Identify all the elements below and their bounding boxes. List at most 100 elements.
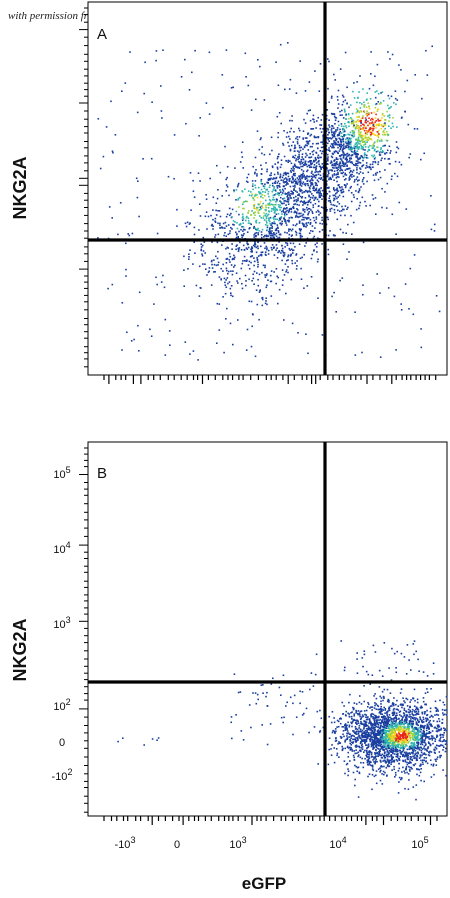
panel-a-event-point [277, 227, 279, 229]
panel-b-event-point [407, 723, 409, 725]
panel-b-event-point [444, 743, 447, 746]
panel-b-event-point [368, 719, 371, 722]
panel-a-event-point [255, 251, 258, 254]
panel-a-event-point [315, 170, 318, 173]
panel-b-event-point [392, 756, 394, 759]
panel-a-event-point [408, 308, 410, 310]
panel-b-event-point [416, 712, 419, 715]
panel-a-event-point [283, 155, 286, 158]
panel-a-event-point [372, 124, 375, 126]
panel-b-event-point [384, 746, 386, 748]
panel-a-event-point [133, 338, 135, 341]
panel-a-event-point [341, 149, 344, 152]
panel-a-event-point [265, 274, 268, 277]
panel-b-event-point [379, 748, 382, 750]
panel-a-event-point [236, 280, 238, 282]
panel-a-event-point [245, 349, 248, 351]
panel-a-event-point [333, 188, 335, 191]
panel-a-event-point [388, 158, 391, 160]
panel-a-event-point [307, 352, 309, 355]
panel-a-event-point [339, 161, 341, 163]
panel-a-event-point [254, 234, 257, 237]
panel-a-event-point [307, 201, 310, 204]
panel-b-event-point [400, 753, 403, 755]
panel-a-event-point [349, 134, 351, 136]
panel-a-event-point [235, 236, 238, 239]
panel-b-event-point [365, 733, 368, 736]
panel-a-event-point [313, 164, 316, 166]
panel-b-event-point [422, 718, 425, 721]
panel-a-event-point [242, 222, 244, 224]
panel-b-event-point [400, 723, 402, 726]
panel-a-event-point [334, 131, 336, 133]
panel-a-event-point [350, 140, 353, 143]
panel-a-event-point [299, 237, 302, 239]
panel-a-event-point [357, 136, 360, 139]
panel-b-event-point [369, 728, 371, 730]
panel-a-event-point [378, 103, 381, 105]
panel-a-event-point [298, 166, 300, 169]
panel-a-event-point [233, 190, 235, 193]
panel-b-event-point [406, 771, 408, 774]
panel-a-event-point [318, 192, 321, 195]
panel-a-event-point [290, 211, 293, 213]
panel-a-event-point [260, 231, 263, 233]
panel-a-event-point [407, 123, 410, 126]
panel-b-event-point [371, 764, 374, 767]
panel-a-event-point [290, 171, 292, 173]
panel-b-event-point [390, 751, 392, 753]
panel-a-event-point [259, 215, 261, 217]
panel-a-event-point [282, 198, 284, 200]
panel-a-event-point [345, 138, 347, 141]
panel-b-event-point [405, 730, 407, 732]
panel-a-event-point [384, 144, 386, 147]
panel-a-event-point [277, 180, 280, 183]
panel-a-event-point [232, 223, 234, 226]
panel-a-event-point [322, 128, 324, 130]
panel-b-event-point [354, 719, 356, 721]
panel-a-event-point [234, 256, 236, 259]
panel-b-event-point [390, 763, 392, 765]
panel-b-event-point [408, 722, 411, 724]
panel-a-event-point [97, 237, 99, 239]
panel-b-event-point [403, 723, 405, 726]
panel-a-event-point [339, 186, 341, 189]
panel-a-event-point [330, 207, 333, 210]
panel-a-event-point [275, 227, 278, 230]
panel-a-event-point [344, 99, 347, 102]
panel-b-event-point [403, 730, 406, 733]
panel-a-event-point [310, 172, 313, 174]
panel-a-event-point [292, 166, 294, 169]
panel-a-event-point [246, 200, 249, 203]
panel-a-event-point [364, 132, 367, 134]
panel-a-event-point [379, 119, 381, 122]
panel-a-event-point [261, 168, 263, 170]
panel-b-event-point [401, 742, 404, 745]
panel-a-event-point [237, 319, 239, 321]
panel-a-event-point [269, 153, 271, 156]
panel-b-event-point [417, 747, 419, 749]
panel-a-event-point [336, 134, 339, 137]
panel-b-event-point [367, 758, 370, 760]
panel-a-event-point [359, 143, 362, 145]
panel-a-event-point [326, 158, 329, 160]
panel-a-event-point [343, 135, 345, 138]
panel-a-event-point [303, 287, 305, 289]
panel-b-event-point [437, 728, 440, 731]
panel-a-event-point [381, 114, 384, 116]
panel-a-event-point [205, 268, 207, 270]
panel-b-event-point [414, 734, 417, 736]
panel-a-event-point [256, 259, 259, 262]
panel-a-event-point [375, 150, 378, 153]
panel-b-event-point [392, 709, 395, 711]
panel-a-event-point [359, 126, 361, 129]
panel-a-event-point [321, 198, 323, 200]
panel-a-event-point [389, 152, 391, 154]
panel-b-event-point [398, 734, 400, 737]
panel-a-event-point [286, 181, 288, 184]
panel-a-event-point [257, 211, 259, 214]
panel-a-event-point [355, 190, 357, 192]
panel-a-event-point [252, 196, 254, 199]
panel-b-event-point [382, 770, 385, 773]
panel-b-event-point [406, 735, 408, 737]
